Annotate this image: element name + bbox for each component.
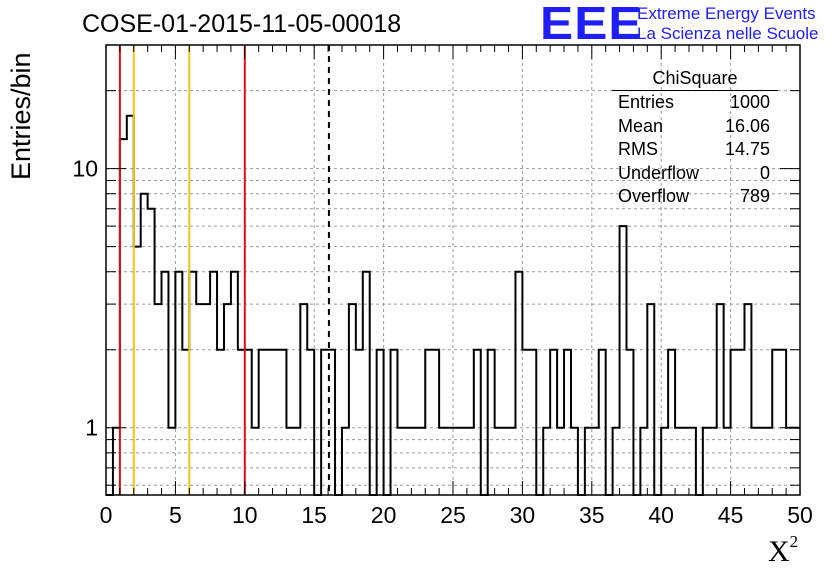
stats-label: Underflow	[618, 162, 700, 183]
logo-text-line2: La Scienza nelle Scuole	[637, 24, 819, 43]
logo-text-line1: Extreme Energy Events	[637, 4, 816, 23]
x-tick-label: 45	[718, 502, 744, 528]
stats-row: Mean 16.06	[612, 115, 778, 139]
x-tick-label: 5	[169, 502, 182, 528]
x-axis-label-base: X	[768, 535, 790, 568]
histogram-series	[106, 114, 800, 496]
stats-label: Entries	[618, 92, 675, 112]
x-tick-label: 10	[232, 502, 258, 528]
stats-box: ChiSquare Entries 1000 Mean 16.06 RMS 14…	[612, 66, 778, 209]
stats-row: Underflow 0	[612, 162, 778, 186]
x-tick-label: 20	[371, 502, 397, 528]
stats-row: Overflow 789	[612, 185, 778, 209]
x-tick-label: 50	[787, 502, 813, 528]
stats-label: RMS	[618, 139, 658, 159]
eee-logo: EEE	[540, 0, 643, 49]
stats-value: 14.75	[724, 139, 770, 159]
chart-title: COSE-01-2015-11-05-00018	[82, 10, 402, 38]
stats-value: 0	[759, 162, 770, 183]
x-tick-label: 35	[579, 502, 605, 528]
stats-label: Mean	[618, 115, 664, 136]
stats-row: RMS 14.75	[612, 138, 778, 162]
y-tick-label: 1	[85, 415, 98, 441]
stats-row: Entries 1000	[612, 91, 778, 115]
x-tick-label: 40	[648, 502, 674, 528]
stats-label: Overflow	[618, 186, 690, 206]
x-tick-label: 15	[301, 502, 327, 528]
stats-box-title: ChiSquare	[612, 66, 778, 91]
stats-value: 16.06	[724, 115, 770, 136]
x-tick-label: 30	[510, 502, 536, 528]
x-tick-label: 0	[100, 502, 113, 528]
x-tick-label: 25	[440, 502, 466, 528]
y-tick-label: 10	[72, 156, 98, 182]
stats-value: 789	[739, 186, 770, 206]
x-axis-label-superscript: 2	[789, 532, 799, 551]
x-axis-label: X2	[768, 532, 798, 569]
y-axis-label: Entries/bin	[6, 52, 36, 180]
stats-value: 1000	[729, 92, 770, 112]
